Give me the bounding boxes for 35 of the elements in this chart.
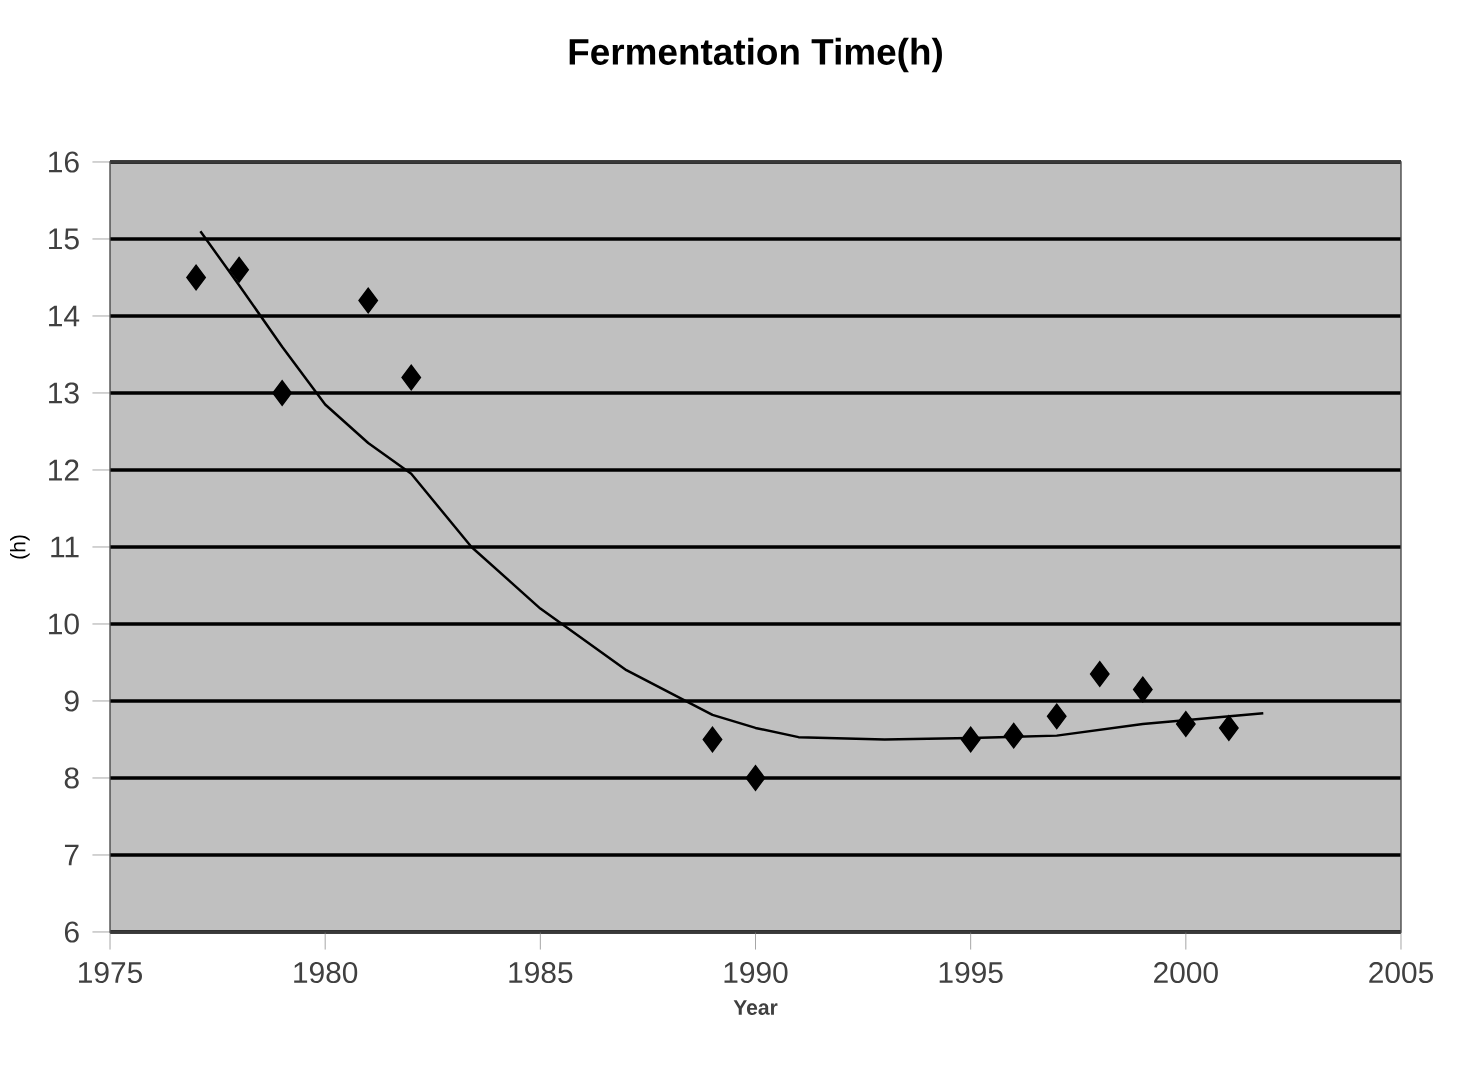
y-tick-label: 14	[49, 305, 80, 327]
y-tick-label: 16	[49, 151, 79, 173]
x-tick-label: 2000	[1154, 962, 1218, 984]
y-tick-label: 10	[49, 613, 79, 635]
x-tick-label: 1990	[724, 962, 788, 984]
point	[186, 264, 207, 291]
point	[1218, 714, 1239, 741]
y-tick-label: 9	[64, 690, 79, 712]
x-tick-label: 1995	[939, 962, 1003, 984]
point	[1175, 711, 1196, 738]
y-tick-label: 11	[51, 536, 79, 558]
y-tick-label: 8	[64, 767, 79, 789]
point	[358, 287, 379, 314]
point	[702, 726, 723, 753]
point	[960, 726, 981, 753]
point	[1046, 703, 1067, 730]
x-axis-title: Year	[733, 1000, 778, 1015]
x-tick-label: 1975	[79, 962, 142, 984]
x-tick-label: 1985	[509, 962, 573, 984]
point	[1089, 661, 1110, 688]
chart-title: Fermentation Time(h)	[569, 37, 942, 73]
point	[1003, 722, 1024, 749]
y-tick-label: 13	[49, 382, 79, 404]
point	[745, 764, 766, 791]
point	[272, 379, 293, 406]
point	[401, 364, 422, 391]
y-tick-label: 7	[64, 844, 79, 866]
x-tick-label: 1980	[294, 962, 358, 984]
y-tick-label: 6	[64, 921, 79, 943]
point	[1132, 676, 1153, 703]
y-axis-title: (h)	[10, 535, 30, 559]
point	[229, 256, 250, 283]
y-tick-label: 15	[49, 228, 79, 250]
x-tick-label: 2005	[1369, 962, 1433, 984]
y-tick-label: 12	[49, 459, 79, 481]
